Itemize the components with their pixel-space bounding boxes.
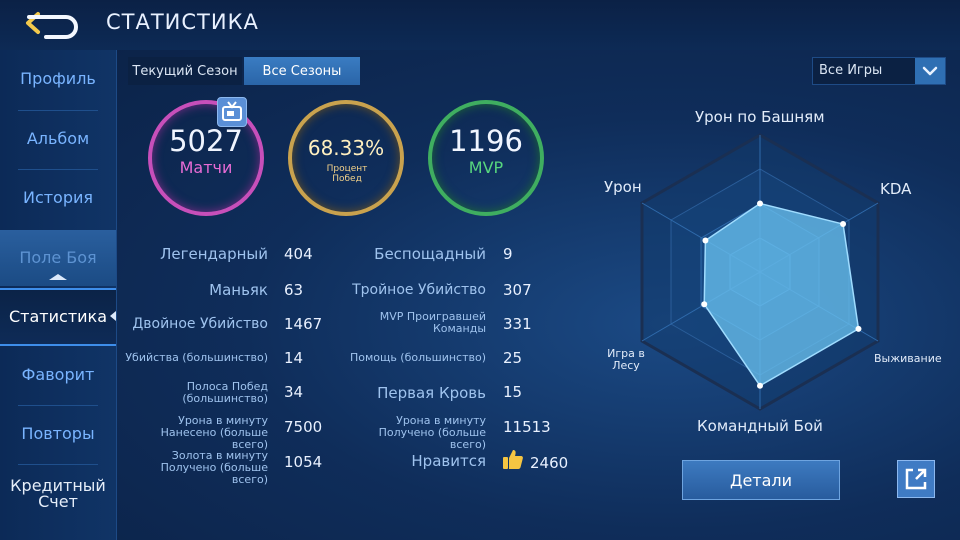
radar-label-tower-damage: Урон по Башням — [695, 108, 825, 126]
winrate-label: Процент Побед — [326, 164, 368, 184]
stat-label: MVP Проигравшей Команды — [379, 310, 486, 335]
radar-point-survival — [855, 325, 862, 332]
tab-current-season[interactable]: Текущий Сезон — [128, 57, 242, 85]
winrate-value: 68.33% — [307, 136, 385, 160]
radar-label-kda: KDA — [880, 180, 912, 198]
radar-point-tower_damage — [757, 200, 763, 207]
mvp-label: MVP — [468, 158, 504, 177]
matches-label: Матчи — [179, 158, 233, 177]
radar-point-jungle — [701, 301, 708, 308]
thumbs-up-icon[interactable] — [502, 448, 524, 470]
stat-value: 9 — [503, 245, 513, 263]
radar-point-teamfight — [757, 382, 763, 389]
sidebar-divider — [18, 464, 98, 465]
caret-up-icon — [49, 274, 67, 280]
stat-value: 11513 — [503, 418, 551, 436]
sidebar: Профиль Альбом История Поле Боя Статисти… — [0, 50, 117, 540]
sidebar-divider — [18, 405, 98, 406]
stat-label: Полоса Побед (большинство) — [182, 380, 268, 405]
page-title: СТАТИСТИКА — [106, 10, 259, 34]
sidebar-item-favorite[interactable]: Фаворит — [21, 365, 95, 384]
stat-label: Легендарный — [160, 245, 268, 263]
mvp-ring: 1196 MVP — [428, 100, 544, 216]
stat-label: Золота в минуту Получено (больше всего) — [160, 449, 268, 486]
matches-value: 5027 — [169, 124, 243, 158]
sidebar-item-credit-score[interactable]: Кредитный Счет — [10, 476, 106, 511]
tv-icon[interactable] — [217, 97, 247, 127]
sidebar-divider — [18, 169, 98, 170]
stat-value: 307 — [503, 281, 532, 299]
stat-value: 7500 — [284, 418, 323, 436]
sidebar-divider — [18, 110, 98, 111]
stat-value: 1467 — [284, 315, 323, 333]
radar-point-kda — [840, 221, 847, 228]
sidebar-item-statistics[interactable]: Статистика — [0, 288, 116, 346]
external-link-icon[interactable] — [897, 460, 935, 498]
header: СТАТИСТИКА — [0, 0, 960, 50]
tab-all-seasons[interactable]: Все Сезоны — [244, 57, 360, 85]
stat-label: Нравится — [411, 452, 486, 470]
stat-label: Тройное Убийство — [352, 282, 486, 298]
stat-value: 63 — [284, 281, 304, 299]
game-filter-value: Все Игры — [819, 63, 883, 78]
sidebar-item-history[interactable]: История — [22, 188, 94, 207]
winrate-ring: 68.33% Процент Побед — [288, 100, 404, 216]
sidebar-item-profile[interactable]: Профиль — [20, 69, 96, 88]
likes-value: 2460 — [530, 454, 569, 472]
radar-label-teamfight: Командный Бой — [697, 417, 823, 435]
mvp-value: 1196 — [449, 124, 523, 158]
matches-ring: 5027 Матчи — [148, 100, 264, 216]
details-button[interactable]: Детали — [682, 460, 840, 500]
stat-value: 34 — [284, 383, 304, 401]
game-filter-select[interactable]: Все Игры — [812, 57, 946, 85]
radar-chart — [640, 133, 880, 411]
back-arrow-icon[interactable] — [24, 8, 82, 42]
stat-label: Урона в минуту Нанесено (больше всего) — [160, 414, 268, 451]
stat-label: Двойное Убийство — [132, 316, 268, 332]
stat-label: Маньяк — [209, 281, 268, 299]
stat-label: Беспощадный — [374, 245, 486, 263]
stat-label: Урона в минуту Получено (больше всего) — [378, 414, 486, 451]
stat-label: Первая Кровь — [377, 384, 486, 402]
stat-value: 1054 — [284, 453, 323, 471]
sidebar-item-album[interactable]: Альбом — [26, 129, 90, 148]
stat-label: Помощь (большинство) — [349, 351, 486, 364]
stat-value: 331 — [503, 315, 532, 333]
stat-value: 15 — [503, 383, 523, 401]
radar-label-damage: Урон — [604, 178, 642, 196]
radar-label-survival: Выживание — [874, 352, 942, 365]
sidebar-item-replays[interactable]: Повторы — [21, 424, 95, 443]
stat-value: 14 — [284, 349, 304, 367]
radar-label-jungle: Игра в Лесу — [607, 347, 645, 372]
stat-value: 404 — [284, 245, 313, 263]
radar-point-damage — [702, 237, 709, 244]
caret-left-icon — [110, 311, 116, 321]
stat-label: Убийства (большинство) — [125, 351, 268, 364]
stat-value: 25 — [503, 349, 523, 367]
chevron-down-icon[interactable] — [915, 58, 945, 84]
